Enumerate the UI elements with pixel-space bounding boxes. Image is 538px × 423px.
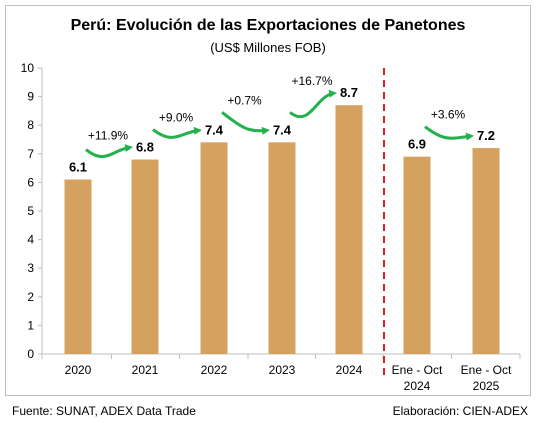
x-tick-label: 2022 [201,363,228,377]
chart-frame [5,5,531,396]
growth-label: +0.7% [227,93,262,107]
x-tick-label: Ene - Oct [392,363,443,377]
y-tick-label: 5 [27,204,34,218]
bar-value-label: 7.4 [205,122,224,137]
growth-label: +16.7% [291,74,332,88]
y-tick-label: 6 [27,175,34,189]
y-tick-label: 1 [27,318,34,332]
y-tick-label: 7 [27,147,34,161]
bar [200,142,228,354]
x-tick-label: 2025 [473,379,500,393]
bar [131,159,159,354]
chart-subtitle: (US$ Millones FOB) [210,40,326,55]
growth-arrow [424,125,474,141]
y-tick-label: 0 [27,347,34,361]
bar [64,179,92,354]
bar [268,142,296,354]
x-tick-label: 2023 [269,363,296,377]
x-tick-label: 2020 [65,363,92,377]
x-tick-label: Ene - Oct [461,363,512,377]
growth-label: +11.9% [88,129,128,143]
y-tick-label: 4 [27,233,34,247]
growth-arrow [152,126,202,139]
chart-title: Perú: Evolución de las Exportaciones de … [70,17,466,34]
y-tick-label: 8 [27,118,34,132]
bar-value-label: 8.7 [340,85,358,100]
x-tick-label: 2024 [336,363,363,377]
source-note: Fuente: SUNAT, ADEX Data Trade [12,404,196,418]
credit-note: Elaboración: CIEN-ADEX [392,404,528,418]
bar-value-label: 7.2 [477,128,495,143]
growth-label: +3.6% [431,108,466,122]
y-tick-label: 9 [27,90,34,104]
bar [403,156,431,354]
x-tick-label: 2021 [132,363,159,377]
bar-value-label: 6.1 [69,160,87,175]
y-tick-label: 10 [21,61,35,75]
x-tick-label: 2024 [404,379,431,393]
y-tick-label: 3 [27,261,34,275]
growth-arrow [289,89,337,119]
growth-arrow [85,144,133,158]
bar [335,105,363,355]
y-tick-label: 2 [27,290,34,304]
bar [472,148,500,354]
bar-value-label: 6.8 [136,140,154,155]
bar-value-label: 7.4 [273,122,292,137]
bar-value-label: 6.9 [408,137,426,152]
growth-arrow [221,111,270,135]
growth-label: +9.0% [159,111,194,125]
